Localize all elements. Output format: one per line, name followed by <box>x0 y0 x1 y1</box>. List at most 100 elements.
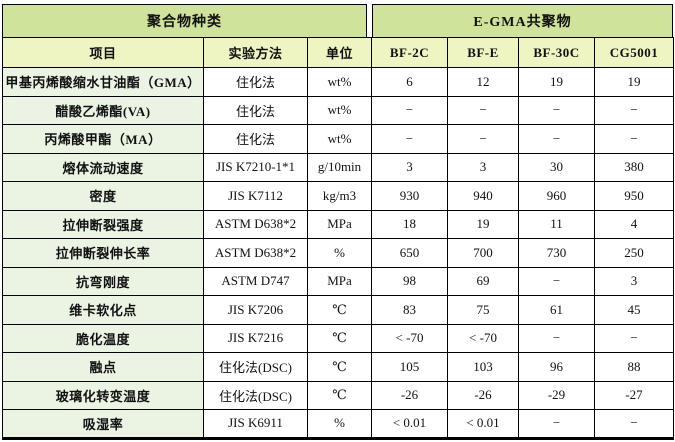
cell-value: − <box>594 95 674 125</box>
table-row: 醋酸乙烯酯(VA) 住化法 wt% − − − − <box>2 95 674 125</box>
cell-value: < -70 <box>447 323 519 353</box>
header-group-row: 聚合物种类 E-GMA共聚物 <box>2 4 673 38</box>
cell-value: − <box>594 409 674 439</box>
cell-value: 96 <box>518 352 595 382</box>
cell-item: 熔体流动速度 <box>2 152 204 182</box>
cell-unit: ℃ <box>307 295 372 325</box>
cell-value: 930 <box>371 181 448 211</box>
cell-value: 3 <box>371 152 448 182</box>
cell-unit: ℃ <box>307 323 372 353</box>
cell-method: 住化法(DSC) <box>203 380 308 410</box>
cell-value: -26 <box>447 380 519 410</box>
cell-unit: g/10min <box>307 152 372 182</box>
cell-unit: MPa <box>307 209 372 239</box>
cell-value: − <box>594 323 674 353</box>
table-row: 熔体流动速度 JIS K7210-1*1 g/10min 3 3 30 380 <box>2 152 674 182</box>
cell-unit: wt% <box>307 124 372 154</box>
cell-method: 住化法(DSC) <box>203 352 308 382</box>
table-row: 抗弯刚度 ASTM D747 MPa 98 69−3 <box>2 266 674 296</box>
cell-value: 730 <box>518 238 595 268</box>
cell-item: 抗弯刚度 <box>2 266 204 296</box>
cell-method: 住化法 <box>203 124 308 154</box>
cell-value: 11 <box>518 209 595 239</box>
cell-value: 950 <box>594 181 674 211</box>
cell-method: 住化法 <box>203 67 308 97</box>
cell-value: 98 <box>371 266 448 296</box>
cell-method: JIS K7112 <box>203 181 308 211</box>
cell-value: 75 <box>447 295 519 325</box>
cell-value: 960 <box>518 181 595 211</box>
cell-value: 61 <box>518 295 595 325</box>
table-row: 拉伸断裂强度 ASTM D638*2 MPa 18 19 11 4 <box>2 209 674 239</box>
cell-method: JIS K7216 <box>203 323 308 353</box>
cell-value: -26 <box>371 380 448 410</box>
cell-item: 拉伸断裂伸长率 <box>2 238 204 268</box>
cell-value: 380 <box>594 152 674 182</box>
cell-value: 18 <box>371 209 448 239</box>
spec-table-body: 甲基丙烯酸缩水甘油酯（GMA） 住化法 wt% 6 12 19 19 醋酸乙烯酯(VA) 住化法… <box>2 67 674 439</box>
cell-value: − <box>371 124 448 154</box>
cell-method: ASTM D638*2 <box>203 209 308 239</box>
cell-value: < -70 <box>371 323 448 353</box>
cell-unit: ℃ <box>307 380 372 410</box>
cell-value: 103 <box>447 352 519 382</box>
cell-value: 19 <box>518 67 595 97</box>
cell-unit: wt% <box>307 95 372 125</box>
cell-unit: % <box>307 238 372 268</box>
cell-item: 拉伸断裂强度 <box>2 209 204 239</box>
cell-value: 45 <box>594 295 674 325</box>
column-header-bf-2c: BF-2C <box>371 37 448 68</box>
cell-value: 83 <box>371 295 448 325</box>
cell-value: − <box>371 95 448 125</box>
table-row: 脆化温度 JIS K7216 ℃ < -70 < -70− − <box>2 323 674 353</box>
column-header-unit: 单位 <box>307 37 372 68</box>
cell-method: 住化法 <box>203 95 308 125</box>
cell-value: < 0.01 <box>447 409 519 439</box>
table-row: 丙烯酸甲酯（MA） 住化法 wt% − − − − <box>2 124 674 154</box>
cell-unit: wt% <box>307 67 372 97</box>
cell-item: 脆化温度 <box>2 323 204 353</box>
cell-value: 6 <box>371 67 448 97</box>
cell-unit: % <box>307 409 372 439</box>
cell-value: 69 <box>447 266 519 296</box>
cell-value: 19 <box>594 67 674 97</box>
column-header-item: 项目 <box>2 37 204 68</box>
cell-value: − <box>518 266 595 296</box>
cell-value: 19 <box>447 209 519 239</box>
column-header-method: 实验方法 <box>203 37 308 68</box>
cell-value: 105 <box>371 352 448 382</box>
cell-value: − <box>518 409 595 439</box>
column-header-row: 项目 实验方法 单位 BF-2C BF-E BF-30C CG5001 <box>2 37 674 68</box>
cell-item: 醋酸乙烯酯(VA) <box>2 95 204 125</box>
cell-unit: kg/m3 <box>307 181 372 211</box>
cell-value: < 0.01 <box>371 409 448 439</box>
cell-value: 88 <box>594 352 674 382</box>
table-row: 密度 JIS K7112 kg/m3 930 940 960 950 <box>2 181 674 211</box>
header-group-egma-copolymer: E-GMA共聚物 <box>372 4 673 38</box>
spec-table: 项目 实验方法 单位 BF-2C BF-E BF-30C CG5001 甲基丙烯… <box>2 37 674 440</box>
cell-unit: ℃ <box>307 352 372 382</box>
cell-value: − <box>518 323 595 353</box>
cell-value: 30 <box>518 152 595 182</box>
cell-method: JIS K7206 <box>203 295 308 325</box>
cell-value: − <box>447 95 519 125</box>
cell-value: 940 <box>447 181 519 211</box>
table-row: 拉伸断裂伸长率 ASTM D638*2% 650 700 730 250 <box>2 238 674 268</box>
column-header-bf-e: BF-E <box>447 37 519 68</box>
column-header-cg5001: CG5001 <box>594 37 674 68</box>
cell-value: − <box>594 124 674 154</box>
cell-item: 玻璃化转变温度 <box>2 380 204 410</box>
cell-value: 12 <box>447 67 519 97</box>
cell-method: JIS K6911 <box>203 409 308 439</box>
table-row: 玻璃化转变温度 住化法(DSC) ℃ -26 -26 -29 -27 <box>2 380 674 410</box>
table-row: 甲基丙烯酸缩水甘油酯（GMA） 住化法 wt% 6 12 19 19 <box>2 67 674 97</box>
cell-method: ASTM D638*2 <box>203 238 308 268</box>
cell-item: 吸湿率 <box>2 409 204 439</box>
table-row: 维卡软化点 JIS K7206 ℃ 83 75 61 45 <box>2 295 674 325</box>
cell-item: 丙烯酸甲酯（MA） <box>2 124 204 154</box>
cell-value: 650 <box>371 238 448 268</box>
cell-value: − <box>518 124 595 154</box>
cell-method: JIS K7210-1*1 <box>203 152 308 182</box>
cell-value: 4 <box>594 209 674 239</box>
